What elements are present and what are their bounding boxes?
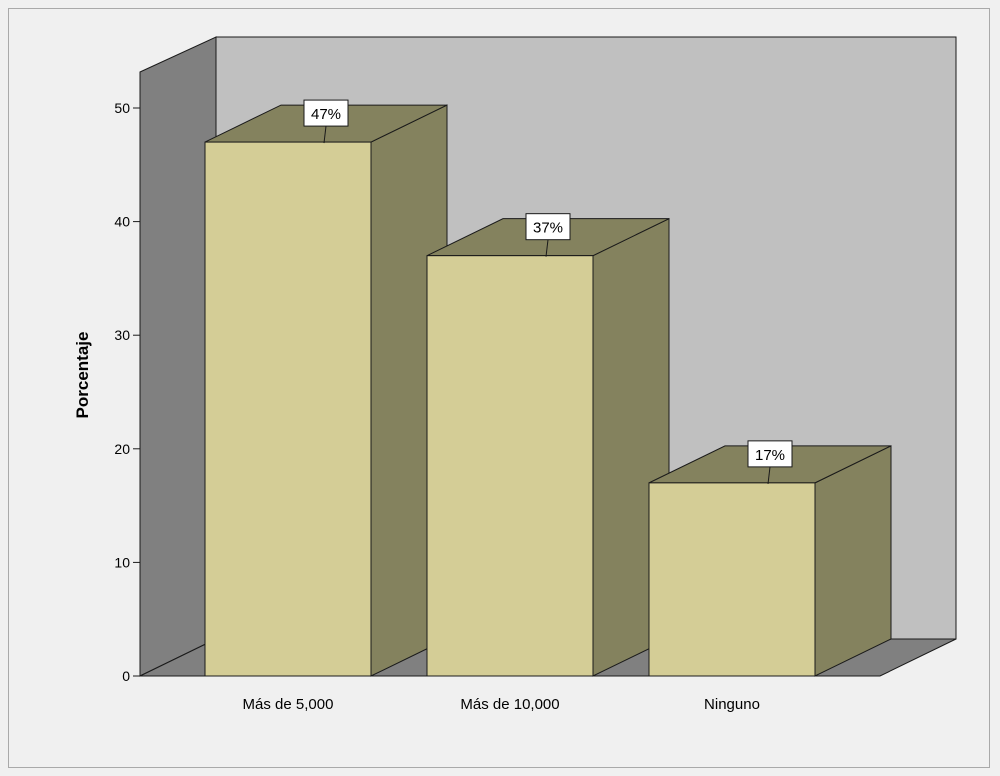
x-category-label-1: Más de 5,000	[243, 696, 334, 713]
bar-front-3	[648, 482, 816, 677]
data-label-box-1	[303, 99, 349, 127]
x-category-label-2: Más de 10,000	[460, 696, 559, 713]
data-label-2: 37%	[533, 220, 563, 237]
bar-front-2	[426, 255, 594, 677]
y-tick-label-50: 50	[114, 100, 130, 116]
data-label-leader-3	[767, 466, 771, 484]
y-tick-label-30: 30	[114, 327, 130, 343]
x-category-label-3: Ninguno	[704, 696, 760, 713]
y-tick-label-20: 20	[114, 441, 130, 457]
bar-front-1	[204, 141, 372, 677]
bar-1	[204, 104, 448, 677]
y-tick-label-40: 40	[114, 214, 130, 230]
bar-3	[648, 445, 892, 677]
data-label-1: 47%	[311, 106, 341, 123]
y-axis-label: Porcentaje	[73, 332, 92, 419]
y-tick-label-0: 0	[122, 668, 130, 684]
y-tick-label-10: 10	[114, 554, 130, 570]
bar-side-3	[814, 445, 892, 677]
data-label-3: 17%	[755, 447, 785, 464]
data-label-box-3	[747, 440, 793, 468]
bar-2	[426, 217, 670, 677]
data-label-leader-1	[323, 126, 327, 144]
data-label-box-2	[525, 213, 571, 241]
data-label-leader-2	[545, 239, 549, 257]
